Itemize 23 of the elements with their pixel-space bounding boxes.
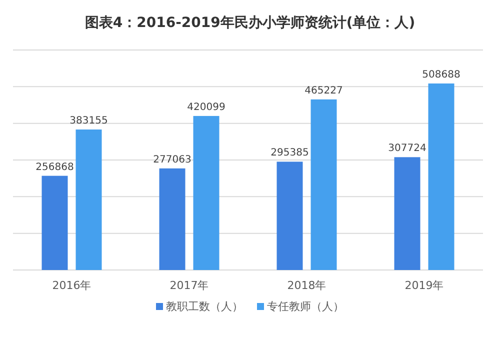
x-tick-label: 2018年 bbox=[287, 279, 326, 292]
bar bbox=[42, 176, 68, 270]
x-tick-label: 2017年 bbox=[170, 279, 209, 292]
bar bbox=[193, 116, 220, 270]
chart-title: 图表4：2016-2019年民办小学师资统计(单位：人) bbox=[84, 14, 416, 31]
data-label: 277063 bbox=[153, 154, 192, 166]
x-tick-label: 2016年 bbox=[52, 279, 92, 292]
x-tick-label: 2019年 bbox=[404, 279, 444, 292]
bar bbox=[76, 130, 102, 270]
bar bbox=[276, 162, 303, 270]
data-label: 383155 bbox=[70, 116, 108, 127]
data-label: 256868 bbox=[36, 162, 74, 173]
legend-label: 专任教师（人） bbox=[267, 300, 344, 313]
bar bbox=[310, 99, 337, 270]
legend-label: 教职工数（人） bbox=[166, 300, 243, 313]
data-label: 508688 bbox=[422, 69, 460, 80]
data-label: 295385 bbox=[270, 148, 309, 159]
data-label: 420099 bbox=[187, 102, 226, 113]
data-label: 307724 bbox=[388, 143, 426, 154]
data-label: 465227 bbox=[304, 85, 343, 96]
bar bbox=[428, 83, 454, 270]
bar bbox=[394, 157, 420, 270]
bar bbox=[159, 168, 186, 270]
